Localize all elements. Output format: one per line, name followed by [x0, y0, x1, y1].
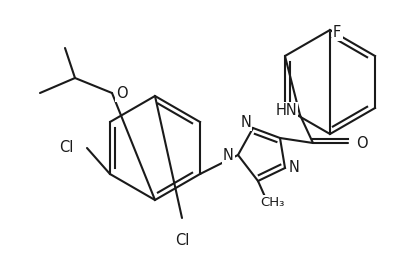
Text: Cl: Cl [58, 140, 73, 155]
Text: O: O [356, 135, 368, 150]
Text: N: N [289, 160, 300, 175]
Text: CH₃: CH₃ [260, 196, 284, 209]
Text: N: N [223, 148, 234, 163]
Text: Cl: Cl [175, 233, 189, 248]
Text: O: O [116, 85, 128, 100]
Text: F: F [333, 25, 341, 40]
Text: HN: HN [275, 103, 297, 118]
Text: N: N [240, 115, 251, 130]
